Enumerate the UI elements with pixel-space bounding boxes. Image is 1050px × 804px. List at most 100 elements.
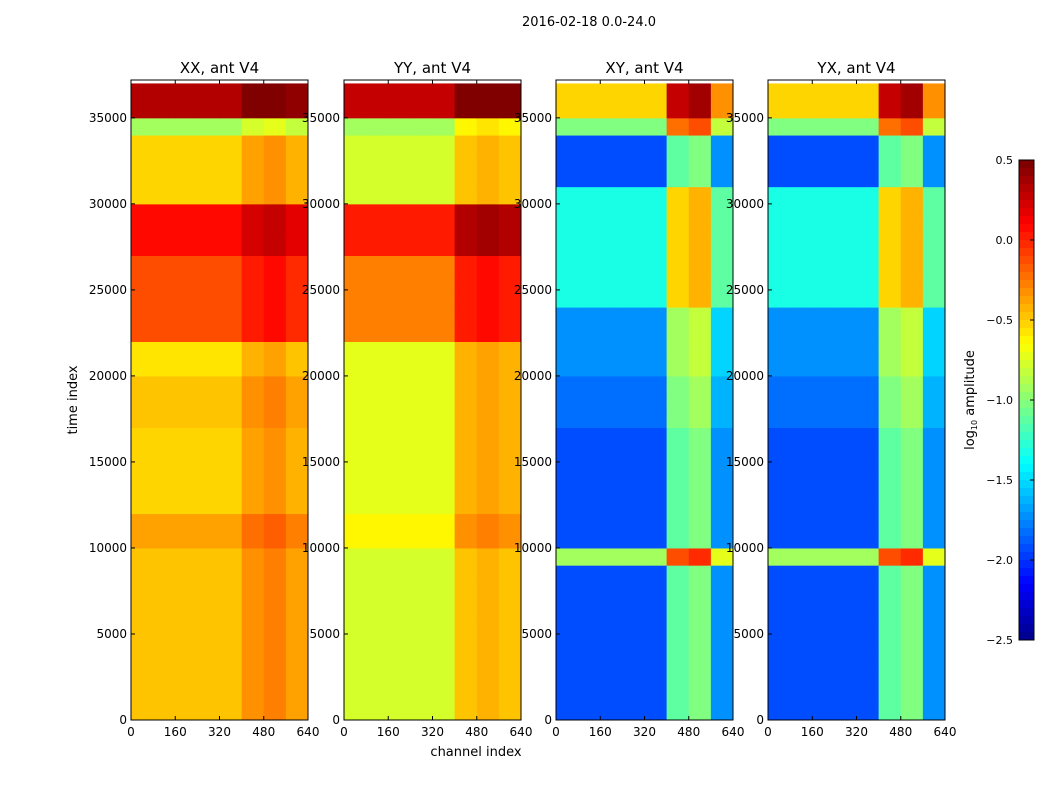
heatmap-cell xyxy=(790,496,813,515)
heatmap-cell xyxy=(410,685,433,704)
colorbar-segment xyxy=(1019,328,1034,337)
heatmap-cell xyxy=(476,582,500,601)
heatmap-cell xyxy=(878,616,902,635)
heatmap-cell xyxy=(153,169,176,188)
heatmap-cell xyxy=(710,255,734,274)
colorbar-segment xyxy=(1019,216,1034,225)
heatmap-cell xyxy=(556,582,579,601)
heatmap-cell xyxy=(366,479,389,497)
heatmap-cell xyxy=(454,444,478,463)
heatmap-cell xyxy=(498,307,522,325)
panel-title: YY, ant V4 xyxy=(393,59,471,77)
heatmap-cell xyxy=(622,169,645,188)
x-tick-label: 160 xyxy=(801,725,824,739)
heatmap-cell xyxy=(768,668,791,687)
heatmap-cell xyxy=(241,117,265,136)
heatmap-cell xyxy=(834,117,857,136)
colorbar-segment xyxy=(1019,576,1034,585)
heatmap-cell xyxy=(790,582,813,601)
heatmap-cell xyxy=(344,633,367,652)
colorbar-segment xyxy=(1019,368,1034,377)
heatmap-cell xyxy=(600,668,623,687)
heatmap-cell xyxy=(197,461,220,480)
heatmap-cell xyxy=(856,668,880,687)
heatmap-cell xyxy=(710,461,734,480)
heatmap-cell xyxy=(410,565,433,583)
y-tick-label: 25000 xyxy=(89,283,127,297)
heatmap-cell xyxy=(285,83,309,102)
heatmap-cell xyxy=(834,289,857,308)
heatmap-cell xyxy=(285,169,309,188)
heatmap-cell xyxy=(263,186,287,205)
heatmap-cell xyxy=(856,152,880,170)
heatmap-cell xyxy=(922,461,946,480)
heatmap-cell xyxy=(688,135,712,153)
heatmap-cell xyxy=(600,358,623,377)
heatmap-cell xyxy=(666,341,690,360)
heatmap-cell xyxy=(344,135,367,153)
y-tick-label: 5000 xyxy=(521,627,552,641)
colorbar-segment xyxy=(1019,424,1034,433)
heatmap-cell xyxy=(197,358,220,377)
heatmap-cell xyxy=(790,135,813,153)
heatmap-cell xyxy=(812,135,835,153)
heatmap-cell xyxy=(175,496,198,515)
colorbar-segment xyxy=(1019,160,1034,169)
heatmap-cell xyxy=(644,289,668,308)
heatmap-cell xyxy=(644,152,668,170)
heatmap-cell xyxy=(175,152,198,170)
heatmap-cell xyxy=(834,203,857,222)
heatmap-cell xyxy=(219,135,243,153)
heatmap-cell xyxy=(856,547,880,566)
heatmap-cell xyxy=(131,358,154,377)
heatmap-cell xyxy=(812,513,835,532)
heatmap-cell xyxy=(600,599,623,618)
heatmap-cell xyxy=(131,100,154,119)
heatmap-cell xyxy=(856,530,880,549)
heatmap-cell xyxy=(768,152,791,170)
heatmap-cell xyxy=(153,221,176,239)
heatmap-cell xyxy=(219,668,243,687)
colorbar-segment xyxy=(1019,168,1034,177)
heatmap-cell xyxy=(131,427,154,446)
heatmap-cell xyxy=(241,530,265,549)
heatmap-cell xyxy=(556,599,579,618)
y-tick-label: 0 xyxy=(544,713,552,727)
heatmap-cell xyxy=(834,633,857,652)
heatmap-cell xyxy=(790,238,813,256)
heatmap-cell xyxy=(344,393,367,411)
colorbar-segment xyxy=(1019,520,1034,529)
heatmap-cell xyxy=(578,444,601,463)
heatmap-cell xyxy=(197,547,220,566)
heatmap-cell xyxy=(688,169,712,188)
heatmap-cell xyxy=(878,100,902,119)
x-tick-label: 0 xyxy=(764,725,772,739)
heatmap-cell xyxy=(768,203,791,222)
heatmap-cell xyxy=(454,651,478,669)
heatmap-cell xyxy=(366,186,389,205)
heatmap-cell xyxy=(878,702,902,721)
heatmap-cell xyxy=(197,513,220,532)
heatmap-cell xyxy=(578,255,601,274)
colorbar-segment xyxy=(1019,384,1034,393)
heatmap-cell xyxy=(622,633,645,652)
y-tick-label: 5000 xyxy=(733,627,764,641)
heatmap-cell xyxy=(498,375,522,394)
heatmap-cell xyxy=(922,375,946,394)
heatmap-cell xyxy=(153,702,176,721)
heatmap-cell xyxy=(710,169,734,188)
heatmap-cell xyxy=(812,633,835,652)
heatmap-cell xyxy=(622,272,645,291)
heatmap-cell xyxy=(388,375,411,394)
heatmap-cell xyxy=(768,530,791,549)
heatmap-cell xyxy=(263,702,287,721)
heatmap-cell xyxy=(834,255,857,274)
heatmap-cell xyxy=(344,479,367,497)
x-tick-label: 640 xyxy=(934,725,957,739)
heatmap-cell xyxy=(666,358,690,377)
heatmap-cell xyxy=(578,272,601,291)
heatmap-cell xyxy=(153,186,176,205)
heatmap-cell xyxy=(556,410,579,429)
heatmap-cell xyxy=(856,444,880,463)
y-tick-label: 30000 xyxy=(726,197,764,211)
